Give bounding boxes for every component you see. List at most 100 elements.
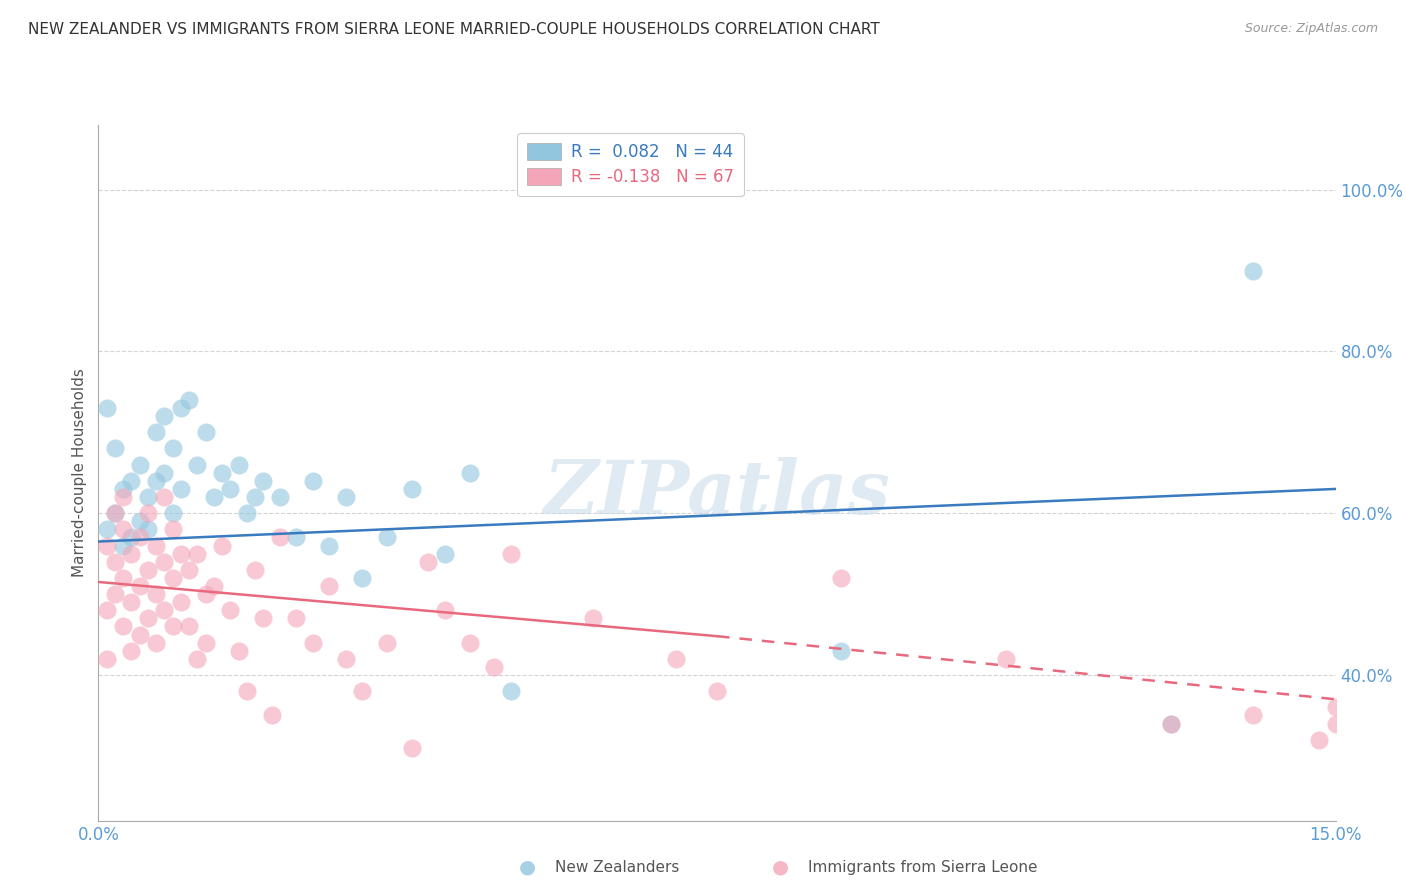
Legend: R =  0.082   N = 44, R = -0.138   N = 67: R = 0.082 N = 44, R = -0.138 N = 67	[517, 133, 744, 196]
Point	[170, 401, 193, 415]
Point	[499, 547, 522, 561]
Text: ●: ●	[519, 857, 536, 877]
Point	[104, 555, 127, 569]
Point	[112, 482, 135, 496]
Point	[136, 611, 159, 625]
Point	[128, 458, 150, 472]
Point	[433, 603, 456, 617]
Point	[228, 644, 250, 658]
Point	[96, 539, 118, 553]
Point	[162, 506, 184, 520]
Point	[252, 474, 274, 488]
Point	[170, 482, 193, 496]
Point	[375, 635, 398, 649]
Text: ZIPatlas: ZIPatlas	[544, 458, 890, 530]
Point	[153, 603, 176, 617]
Point	[302, 474, 325, 488]
Point	[145, 425, 167, 440]
Point	[104, 506, 127, 520]
Point	[136, 522, 159, 536]
Point	[179, 619, 201, 633]
Point	[96, 401, 118, 415]
Point	[499, 684, 522, 698]
Point	[335, 652, 357, 666]
Point	[145, 587, 167, 601]
Point	[260, 708, 283, 723]
Point	[1160, 716, 1182, 731]
Point	[162, 619, 184, 633]
Text: Source: ZipAtlas.com: Source: ZipAtlas.com	[1244, 22, 1378, 36]
Point	[96, 522, 118, 536]
Point	[665, 652, 688, 666]
Point	[112, 619, 135, 633]
Point	[352, 684, 374, 698]
Y-axis label: Married-couple Households: Married-couple Households	[72, 368, 87, 577]
Point	[162, 522, 184, 536]
Point	[401, 740, 423, 755]
Point	[830, 644, 852, 658]
Point	[1308, 732, 1330, 747]
Point	[269, 490, 291, 504]
Point	[128, 514, 150, 528]
Point	[211, 466, 233, 480]
Point	[219, 603, 242, 617]
Point	[120, 644, 142, 658]
Point	[211, 539, 233, 553]
Point	[318, 539, 340, 553]
Point	[104, 506, 127, 520]
Point	[706, 684, 728, 698]
Point	[194, 425, 217, 440]
Point	[128, 531, 150, 545]
Point	[145, 474, 167, 488]
Point	[128, 627, 150, 641]
Point	[112, 490, 135, 504]
Point	[186, 652, 208, 666]
Point	[120, 531, 142, 545]
Point	[162, 571, 184, 585]
Point	[418, 555, 440, 569]
Point	[228, 458, 250, 472]
Point	[1241, 708, 1264, 723]
Point	[994, 652, 1017, 666]
Text: New Zealanders: New Zealanders	[555, 860, 679, 874]
Point	[302, 635, 325, 649]
Point	[582, 611, 605, 625]
Point	[179, 392, 201, 407]
Point	[128, 579, 150, 593]
Point	[1324, 716, 1347, 731]
Point	[335, 490, 357, 504]
Point	[252, 611, 274, 625]
Point	[243, 563, 266, 577]
Point	[401, 482, 423, 496]
Point	[236, 506, 259, 520]
Point	[104, 442, 127, 456]
Point	[153, 490, 176, 504]
Point	[145, 635, 167, 649]
Point	[96, 652, 118, 666]
Text: NEW ZEALANDER VS IMMIGRANTS FROM SIERRA LEONE MARRIED-COUPLE HOUSEHOLDS CORRELAT: NEW ZEALANDER VS IMMIGRANTS FROM SIERRA …	[28, 22, 880, 37]
Point	[285, 611, 308, 625]
Point	[153, 409, 176, 424]
Point	[318, 579, 340, 593]
Point	[120, 547, 142, 561]
Text: Immigrants from Sierra Leone: Immigrants from Sierra Leone	[808, 860, 1038, 874]
Point	[136, 563, 159, 577]
Point	[830, 571, 852, 585]
Point	[136, 490, 159, 504]
Point	[458, 635, 481, 649]
Point	[1324, 700, 1347, 714]
Point	[484, 660, 506, 674]
Point	[162, 442, 184, 456]
Point	[153, 466, 176, 480]
Point	[194, 587, 217, 601]
Point	[1160, 716, 1182, 731]
Point	[104, 587, 127, 601]
Point	[243, 490, 266, 504]
Point	[112, 571, 135, 585]
Point	[1241, 263, 1264, 277]
Point	[375, 531, 398, 545]
Text: ●: ●	[772, 857, 789, 877]
Point	[145, 539, 167, 553]
Point	[433, 547, 456, 561]
Point	[120, 474, 142, 488]
